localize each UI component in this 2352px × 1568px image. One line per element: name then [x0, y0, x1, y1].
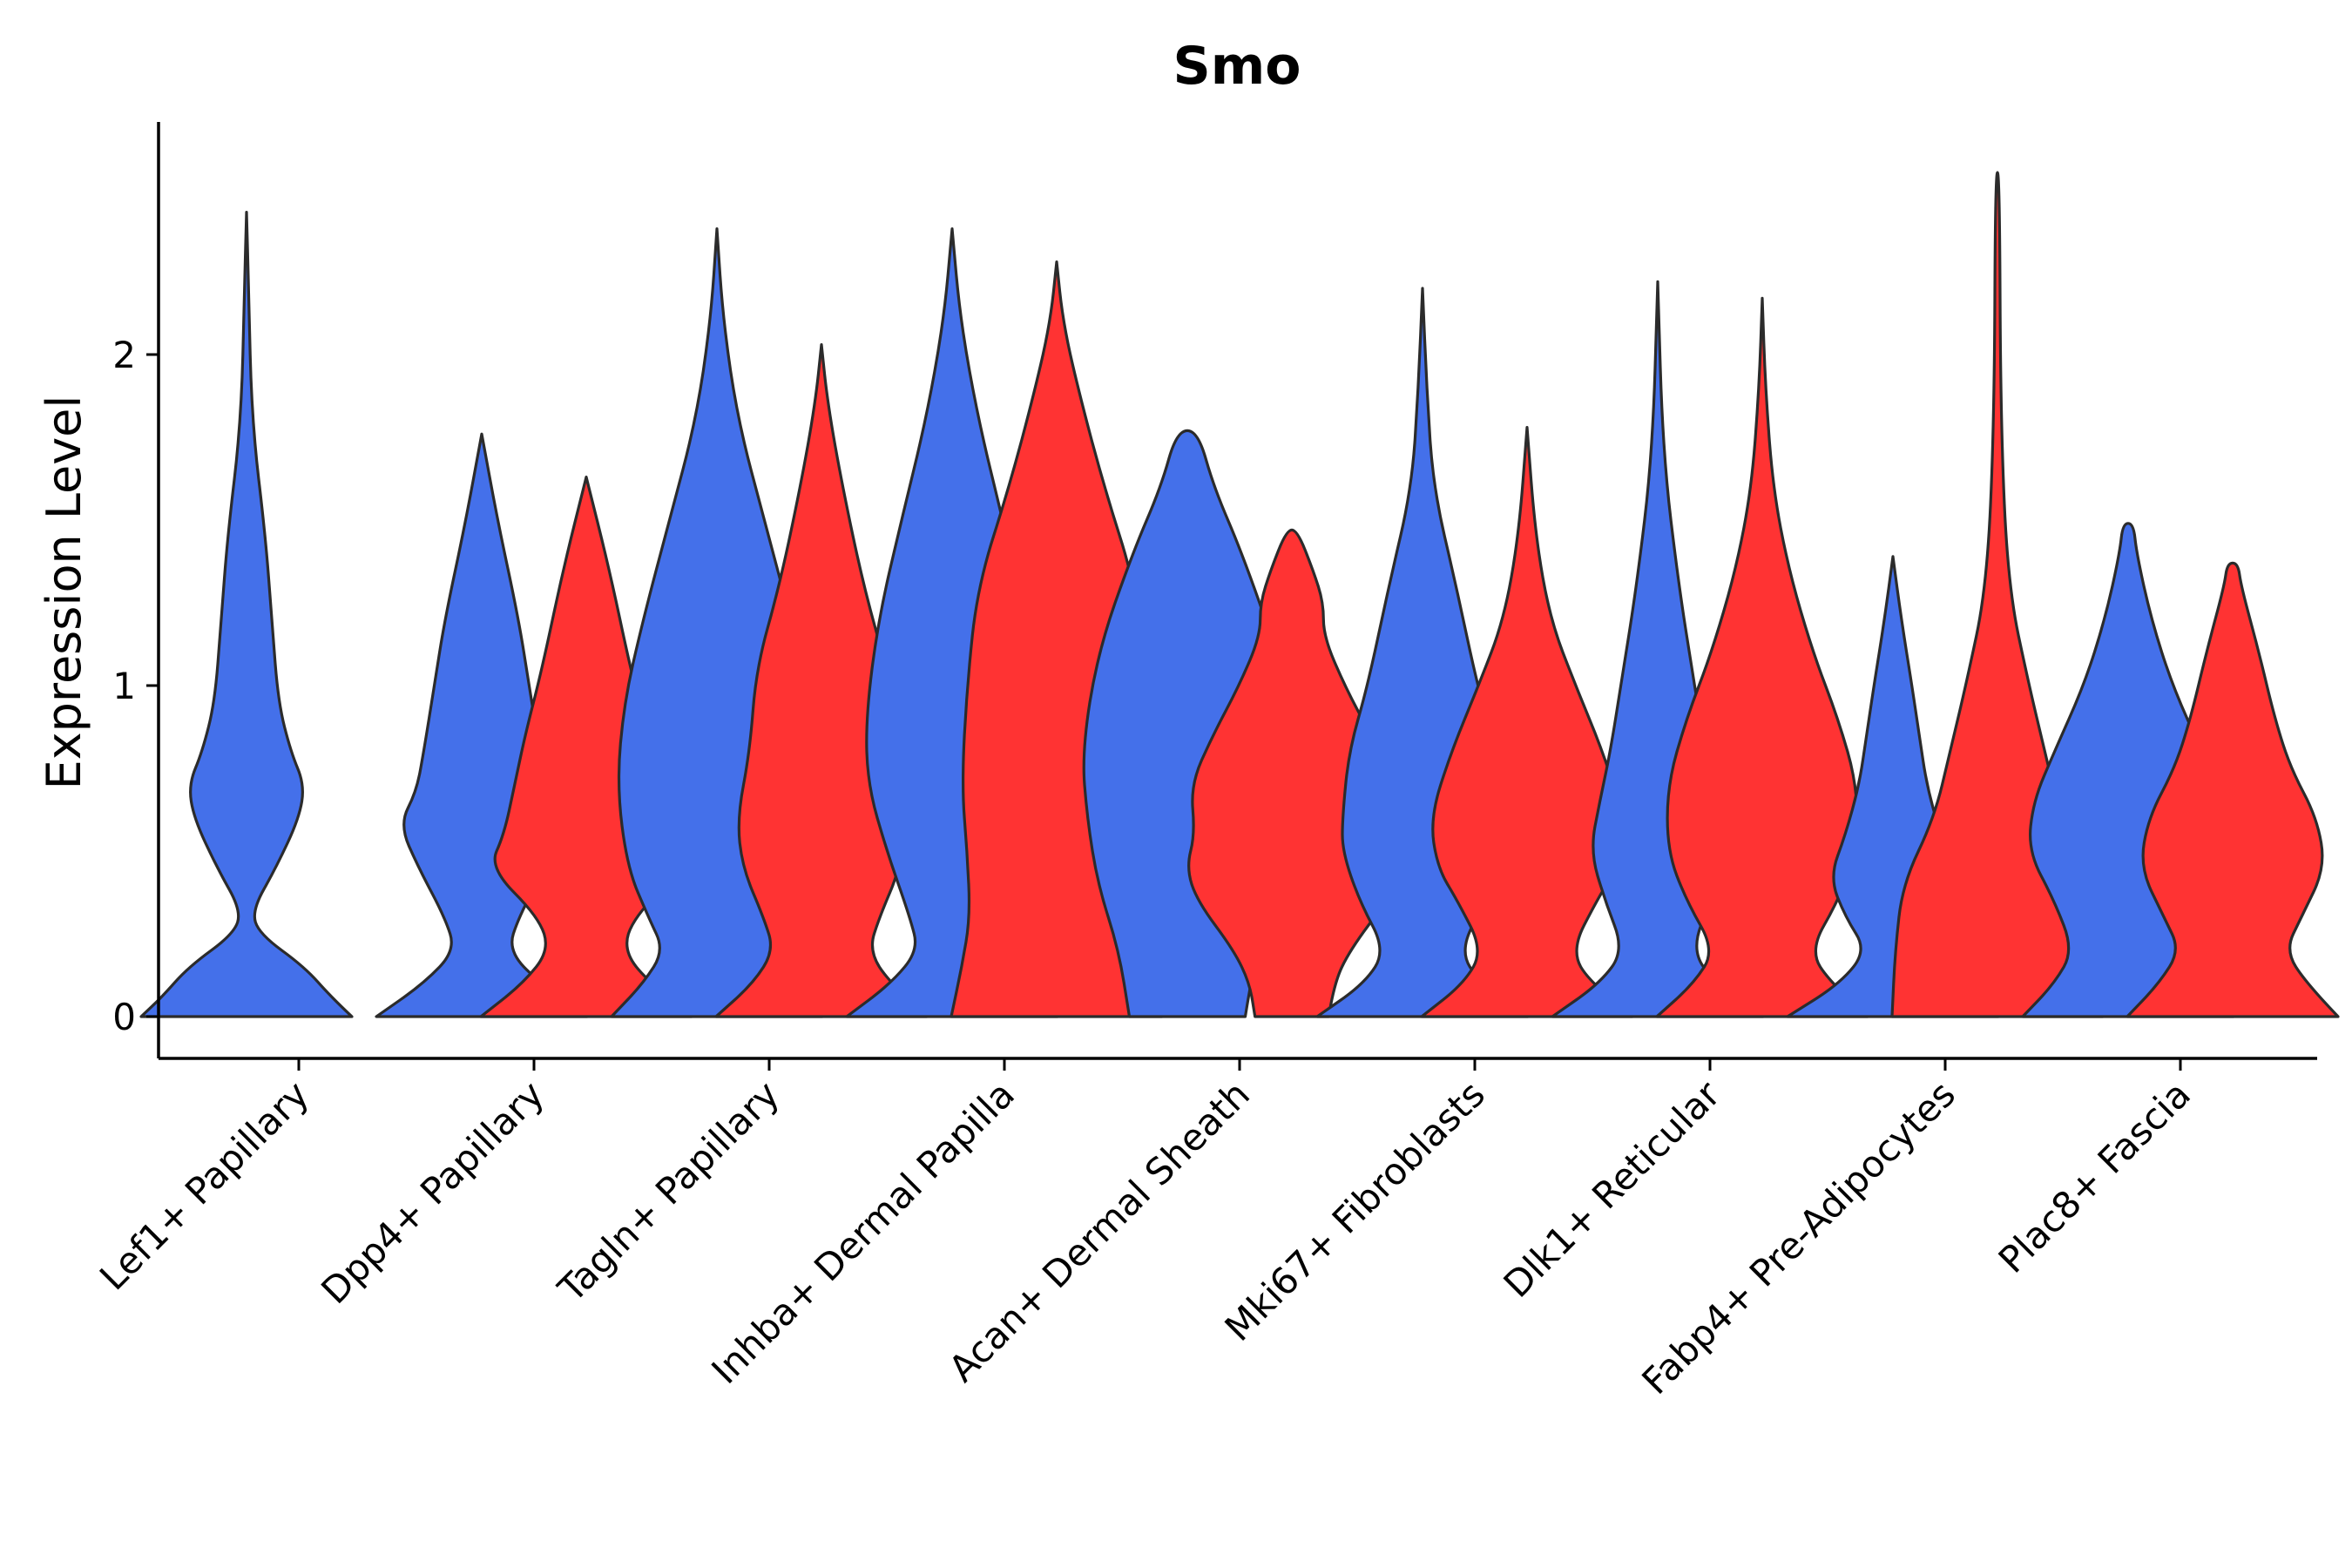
y-tick-label-2: 2	[112, 334, 136, 376]
x-tick-label-2: Tagln+ Papillary	[550, 1072, 787, 1310]
y-tick-label-1: 1	[112, 665, 136, 707]
violin-group2-8	[2126, 561, 2340, 1018]
x-tick-label-0: Lef1+ Papillary	[91, 1072, 317, 1298]
violin-layer	[139, 171, 2340, 1018]
x-tick-label-8: Plac8+ Fascia	[1990, 1072, 2199, 1281]
x-tick-label-1: Dpp4+ Papillary	[313, 1072, 552, 1312]
x-tick-label-6: Dlk1+ Reticular	[1496, 1072, 1729, 1306]
violin-group1-0	[139, 211, 354, 1018]
chart-title: Smo	[1173, 36, 1301, 97]
y-axis-label: Expression Level	[37, 395, 91, 790]
y-tick-label-0: 0	[112, 996, 136, 1038]
x-tick-label-5: Mki67+ Fibroblasts	[1217, 1072, 1493, 1348]
